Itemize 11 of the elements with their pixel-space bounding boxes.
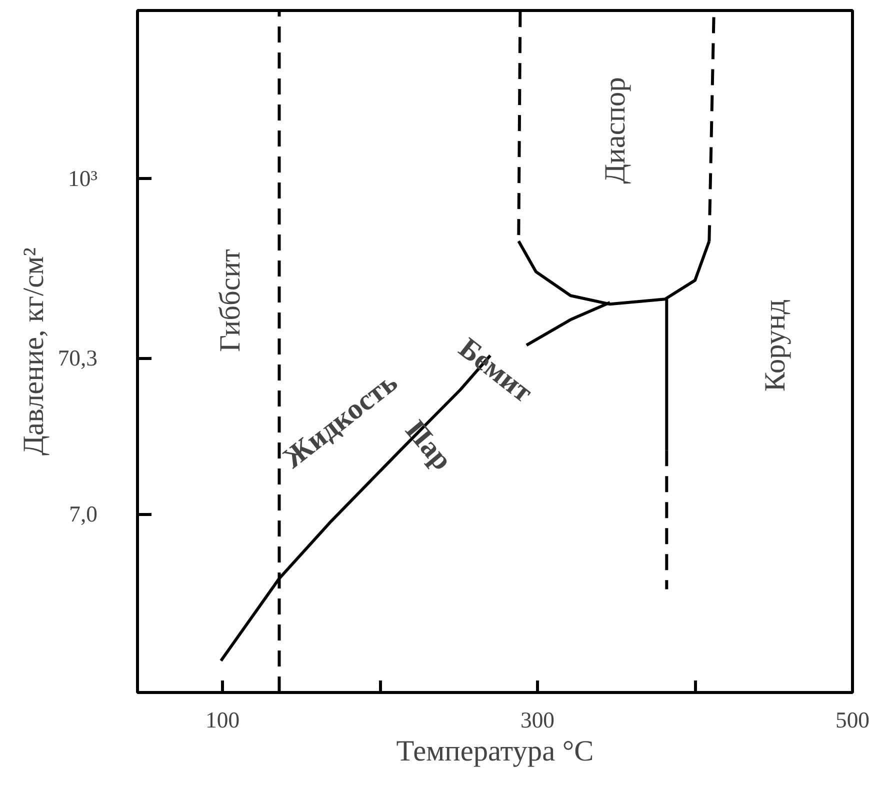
x-tick-label: 500: [836, 708, 869, 732]
x-tick-label: 300: [520, 708, 555, 732]
y-tick-label: 10³: [68, 166, 98, 192]
y-tick-label: 70,3: [58, 346, 98, 371]
y-tick-label: 7,0: [69, 502, 98, 527]
x-axis-title: Температура °C: [396, 736, 594, 768]
annotation: Диаспор: [600, 77, 632, 184]
annotation: Корунд: [760, 299, 792, 392]
x-tick-label: 100: [206, 708, 240, 732]
y-axis-title: Давление, кг/см²: [18, 247, 50, 456]
annotation: Гиббсит: [214, 248, 246, 352]
